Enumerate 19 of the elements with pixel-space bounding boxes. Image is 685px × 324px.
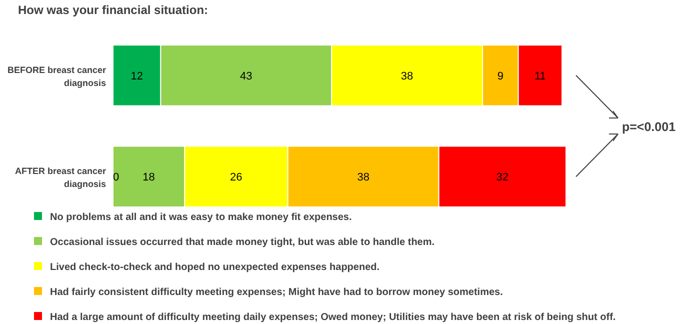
- legend-label: No problems at all and it was easy to make money fit expenses.: [50, 212, 352, 223]
- text: p=<0.001: [622, 120, 676, 134]
- data-label: 26: [230, 172, 242, 184]
- annotation: 0: [112, 172, 120, 184]
- y-tick-label: BEFORE breast cancer diagnosis: [7, 64, 106, 88]
- legend-label: Occasional issues occurred that made money tight, but was able to handle them.: [50, 237, 435, 248]
- y-tick-label: AFTER breast cancer diagnosis: [14, 166, 106, 190]
- data-label: 38: [357, 172, 370, 184]
- chart-title: How was your financial situation:: [18, 3, 208, 17]
- data-label: 11: [534, 70, 546, 82]
- data-label: 32: [496, 172, 509, 184]
- data-label: 18: [142, 172, 155, 184]
- legend-label: Had fairly consistent difficulty meeting expenses; Might have had to borrow money sometimes.: [50, 287, 504, 298]
- data-label: 43: [240, 70, 252, 82]
- data-label: 38: [400, 70, 414, 82]
- legend-label: Had a large amount of difficulty meeting daily expenses; Owed money; Utilities may have been at risk of being shut off.: [50, 312, 616, 323]
- data-label: 9: [497, 70, 504, 82]
- legend-label: Lived check-to-check and hoped no unexpected expenses happened.: [50, 262, 380, 273]
- data-label: 12: [130, 70, 143, 82]
